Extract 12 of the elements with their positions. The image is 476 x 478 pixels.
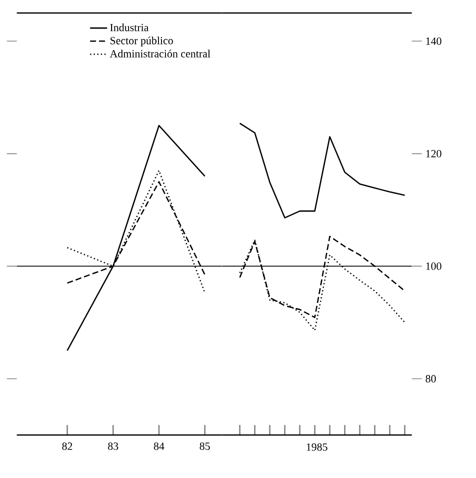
y-tick-label: 100 — [426, 262, 442, 270]
x-axis-title: 1985 — [306, 443, 328, 451]
legend-label: Industria — [110, 24, 149, 32]
y-tick-label: 140 — [426, 37, 442, 45]
legend-label: Sector público — [110, 36, 174, 47]
legend-label: Administración central — [110, 50, 210, 58]
x-tick-label: 82 — [62, 442, 72, 450]
y-tick-label: 80 — [426, 375, 436, 382]
x-tick-label: 85 — [200, 442, 210, 450]
x-tick-label: 84 — [154, 442, 164, 450]
y-tick-label: 120 — [426, 150, 442, 158]
x-tick-label: 83 — [108, 442, 118, 450]
